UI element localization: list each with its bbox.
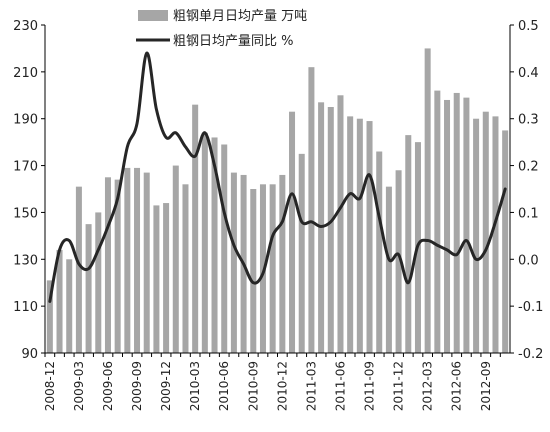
right-tick-label: 0.0: [518, 253, 539, 268]
bar: [105, 177, 111, 353]
bar: [134, 168, 140, 353]
bar: [279, 175, 285, 353]
bar: [95, 212, 101, 353]
bar: [76, 187, 82, 353]
bar: [328, 107, 334, 353]
x-tick-label: 2012-09: [479, 361, 493, 411]
legend-label-line: 粗钢日均产量同比 %: [173, 34, 294, 49]
bar: [386, 187, 392, 353]
x-tick-label: 2011-09: [363, 361, 377, 411]
bar: [463, 98, 469, 353]
bar: [454, 93, 460, 353]
bar: [492, 116, 498, 353]
x-tick-label: 2010-03: [188, 361, 202, 411]
x-tick-label: 2009-06: [101, 361, 115, 411]
x-tick-label: 2009-12: [159, 361, 173, 411]
bar: [289, 112, 295, 353]
bar: [473, 119, 479, 353]
bar: [367, 121, 373, 353]
bar: [347, 116, 353, 353]
right-tick-label: 0.2: [518, 160, 539, 175]
x-tick-label: 2012-03: [421, 361, 435, 411]
right-tick-label: 0.1: [518, 206, 539, 221]
bar: [434, 91, 440, 353]
bar: [124, 168, 130, 353]
left-tick-label: 190: [13, 113, 38, 128]
legend-swatch-bar: [138, 10, 168, 21]
left-tick-label: 230: [13, 19, 38, 34]
bar: [221, 144, 227, 353]
x-tick-label: 2011-12: [392, 361, 406, 411]
bar: [231, 173, 237, 353]
x-tick-label: 2009-09: [130, 361, 144, 411]
left-tick-label: 170: [13, 160, 38, 175]
bar: [270, 184, 276, 353]
bar: [66, 259, 72, 353]
bar: [405, 135, 411, 353]
bar: [153, 205, 159, 353]
x-tick-label: 2010-06: [217, 361, 231, 411]
x-tick-label: 2008-12: [43, 361, 57, 411]
right-tick-label: 0.3: [518, 113, 539, 128]
bar: [202, 133, 208, 353]
bar: [163, 203, 169, 353]
bar: [299, 154, 305, 353]
x-tick-label: 2010-09: [246, 361, 260, 411]
left-tick-label: 110: [13, 300, 38, 315]
left-tick-label: 150: [13, 206, 38, 221]
left-tick-label: 130: [13, 253, 38, 268]
bar: [182, 184, 188, 353]
x-tick-label: 2012-06: [450, 361, 464, 411]
legend: 粗钢单月日均产量 万吨 粗钢日均产量同比 %: [136, 9, 307, 49]
x-tick-label: 2011-03: [304, 361, 318, 411]
bar: [86, 224, 92, 353]
x-tick-label: 2009-03: [72, 361, 86, 411]
bar: [337, 95, 343, 353]
legend-label-bar: 粗钢单月日均产量 万吨: [173, 9, 307, 24]
bar: [502, 130, 508, 353]
right-tick-label: 0.4: [518, 66, 539, 81]
bar: [250, 189, 256, 353]
bar: [357, 119, 363, 353]
right-tick-label: 0.5: [518, 19, 539, 34]
bar: [444, 100, 450, 353]
bar: [483, 112, 489, 353]
bar: [308, 67, 314, 353]
bar: [173, 166, 179, 353]
left-tick-label: 210: [13, 66, 38, 81]
bar: [192, 105, 198, 353]
x-tick-label: 2011-06: [333, 361, 347, 411]
left-tick-label: 90: [21, 347, 38, 362]
bar: [144, 173, 150, 353]
x-tick-label: 2010-12: [275, 361, 289, 411]
bar: [376, 152, 382, 353]
bar: [425, 48, 431, 353]
right-tick-label: -0.1: [518, 300, 543, 315]
right-tick-label: -0.2: [518, 347, 543, 362]
